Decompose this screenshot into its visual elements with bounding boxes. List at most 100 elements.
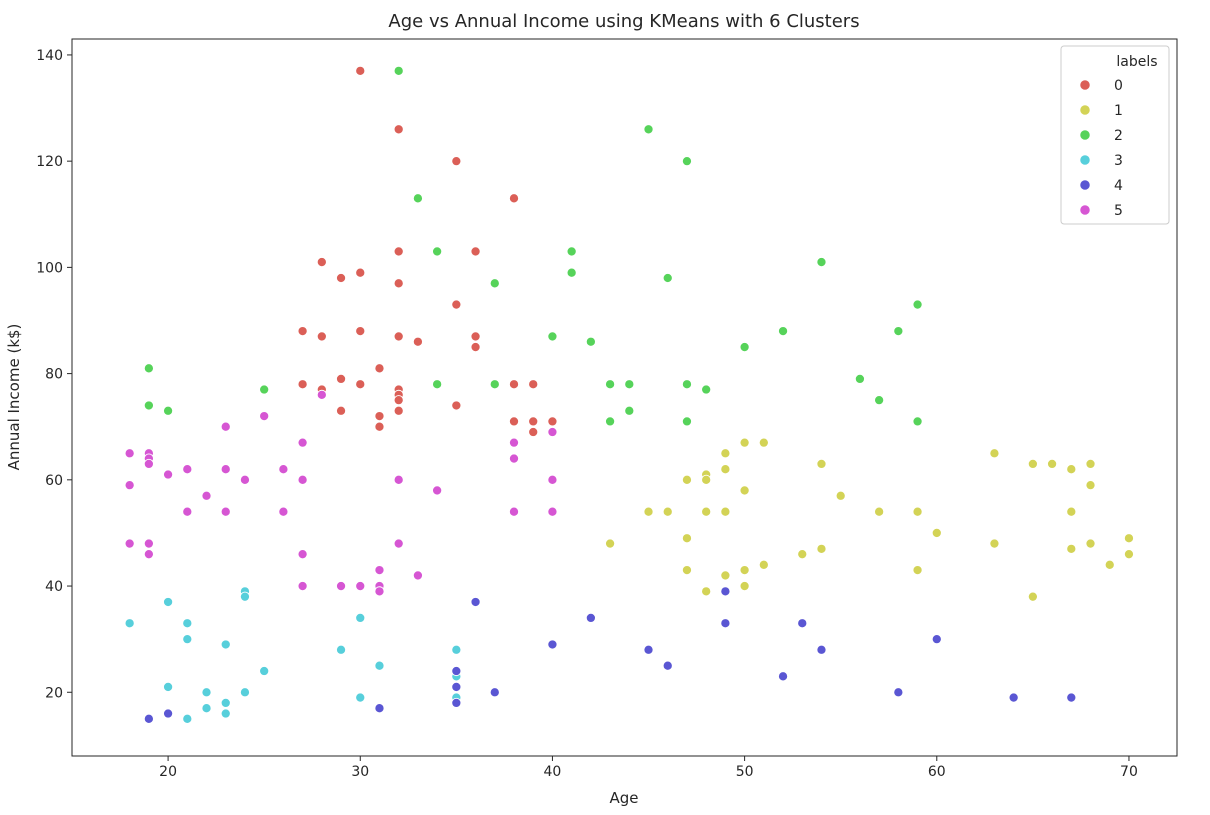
legend-marker — [1079, 179, 1091, 191]
data-point — [1066, 506, 1077, 517]
data-point — [374, 411, 385, 422]
x-tick-label: 30 — [351, 764, 369, 780]
data-point — [335, 644, 347, 655]
y-tick-label: 20 — [45, 685, 63, 701]
x-tick-label: 40 — [544, 764, 562, 780]
x-axis-label: Age — [609, 789, 638, 807]
data-point — [931, 634, 942, 645]
data-point — [739, 485, 750, 496]
data-point — [547, 426, 558, 438]
data-point — [758, 437, 769, 448]
legend-label: 3 — [1114, 153, 1123, 169]
data-point — [220, 697, 231, 708]
data-point — [220, 506, 231, 517]
data-point — [278, 464, 289, 475]
data-point — [297, 437, 308, 448]
data-point — [470, 596, 481, 608]
data-point — [163, 469, 174, 480]
data-point — [989, 538, 1000, 549]
data-point — [528, 426, 539, 438]
data-point — [1123, 549, 1135, 560]
data-point — [124, 480, 135, 491]
data-point — [547, 506, 558, 517]
data-point — [335, 373, 347, 384]
data-point — [931, 527, 942, 538]
data-point — [797, 618, 808, 629]
data-point — [451, 644, 462, 655]
series-1 — [605, 437, 1135, 602]
data-point — [143, 538, 154, 549]
data-point — [182, 618, 193, 629]
data-point — [566, 246, 577, 257]
data-point — [451, 665, 462, 677]
legend-label: 2 — [1114, 128, 1123, 144]
data-point — [854, 373, 865, 384]
data-point — [355, 326, 366, 337]
data-point — [739, 437, 750, 448]
y-axis-label: Annual Income (k$) — [5, 324, 23, 471]
data-point — [335, 580, 347, 592]
data-point — [1066, 464, 1077, 475]
data-point — [143, 549, 154, 560]
data-point — [1047, 458, 1058, 469]
data-point — [124, 448, 135, 459]
data-point — [470, 331, 481, 342]
data-point — [643, 644, 654, 655]
data-point — [143, 713, 154, 724]
data-point — [393, 474, 404, 485]
data-point — [681, 379, 693, 390]
data-point — [701, 586, 712, 597]
data-point — [874, 395, 885, 406]
data-point — [182, 464, 193, 475]
data-point — [297, 580, 308, 592]
data-point — [739, 565, 750, 576]
data-point — [297, 326, 308, 337]
legend-title: labels — [1116, 54, 1157, 70]
data-point — [451, 299, 462, 310]
data-point — [547, 474, 558, 485]
data-point — [912, 299, 923, 310]
legend-items: 0 1 2 3 4 5 — [1079, 78, 1123, 219]
data-point — [412, 193, 423, 204]
data-point — [605, 379, 616, 390]
data-point — [681, 156, 693, 167]
data-point — [335, 272, 347, 284]
data-point — [777, 671, 789, 682]
y-tick-label: 100 — [36, 260, 63, 276]
data-point — [393, 395, 404, 406]
data-point — [220, 464, 231, 475]
data-point — [508, 437, 520, 448]
data-point — [508, 416, 520, 427]
legend-marker — [1079, 204, 1091, 216]
data-point — [355, 692, 366, 703]
data-point — [374, 703, 385, 714]
data-point — [220, 421, 231, 432]
legend-marker — [1079, 129, 1091, 141]
data-point — [143, 458, 154, 469]
data-point — [297, 474, 308, 485]
data-point — [701, 384, 712, 395]
data-point — [662, 272, 673, 284]
data-point — [758, 559, 769, 570]
data-point — [374, 363, 385, 374]
legend-label: 5 — [1114, 203, 1123, 219]
x-tick-label: 70 — [1120, 764, 1138, 780]
legend-marker — [1079, 79, 1091, 91]
data-point — [393, 331, 404, 342]
data-point — [316, 257, 327, 268]
data-point — [355, 267, 366, 278]
data-point — [355, 580, 366, 592]
data-point — [816, 644, 827, 655]
data-point — [874, 506, 885, 517]
data-point — [143, 363, 154, 374]
data-point — [124, 538, 135, 549]
data-point — [259, 411, 270, 422]
data-point — [393, 65, 404, 76]
data-point — [374, 565, 385, 576]
data-point — [1104, 559, 1115, 570]
data-point — [662, 660, 673, 671]
y-tick-label: 60 — [45, 473, 63, 489]
data-point — [720, 618, 731, 629]
data-point — [681, 565, 693, 576]
data-point — [355, 65, 366, 76]
